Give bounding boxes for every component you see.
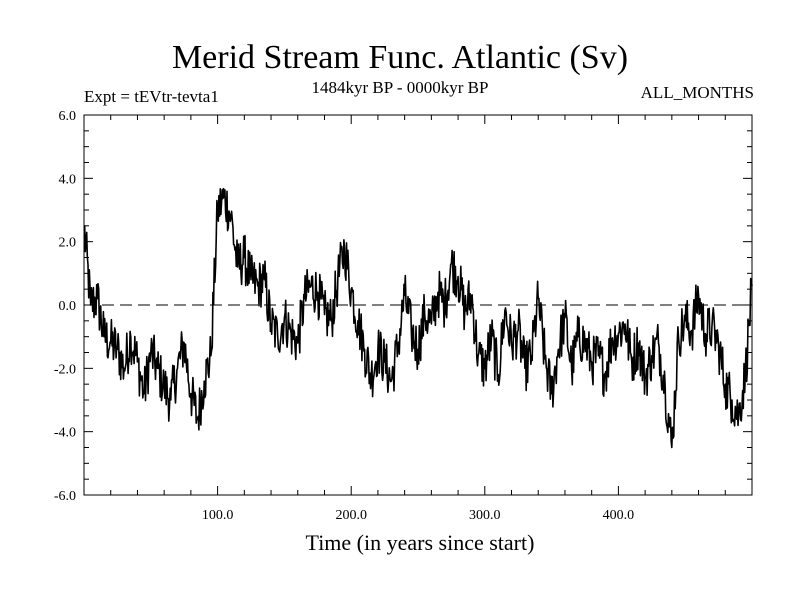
chart-title: Merid Stream Func. Atlantic (Sv) [171,39,629,76]
y-tick-label: 6.0 [59,109,77,124]
y-tick-label: 0.0 [59,299,77,314]
y-tick-label: -4.0 [54,426,76,441]
y-tick-label: 2.0 [59,236,77,251]
x-tick-label: 300.0 [469,508,501,523]
y-tick-label: -6.0 [54,489,76,504]
y-tick-label: -2.0 [54,362,76,377]
x-axis-label: Time (in years since start) [305,530,535,555]
x-tick-label: 200.0 [335,508,367,523]
x-tick-label: 100.0 [202,508,234,523]
y-tick-label: 4.0 [59,172,77,187]
series-line [83,187,753,449]
x-tick-label: 400.0 [603,508,635,523]
months-label: ALL_MONTHS [640,83,754,102]
experiment-label: Expt = tEVtr-tevta1 [84,87,219,106]
chart-subtitle: 1484kyr BP - 0000kyr BP [311,78,489,97]
